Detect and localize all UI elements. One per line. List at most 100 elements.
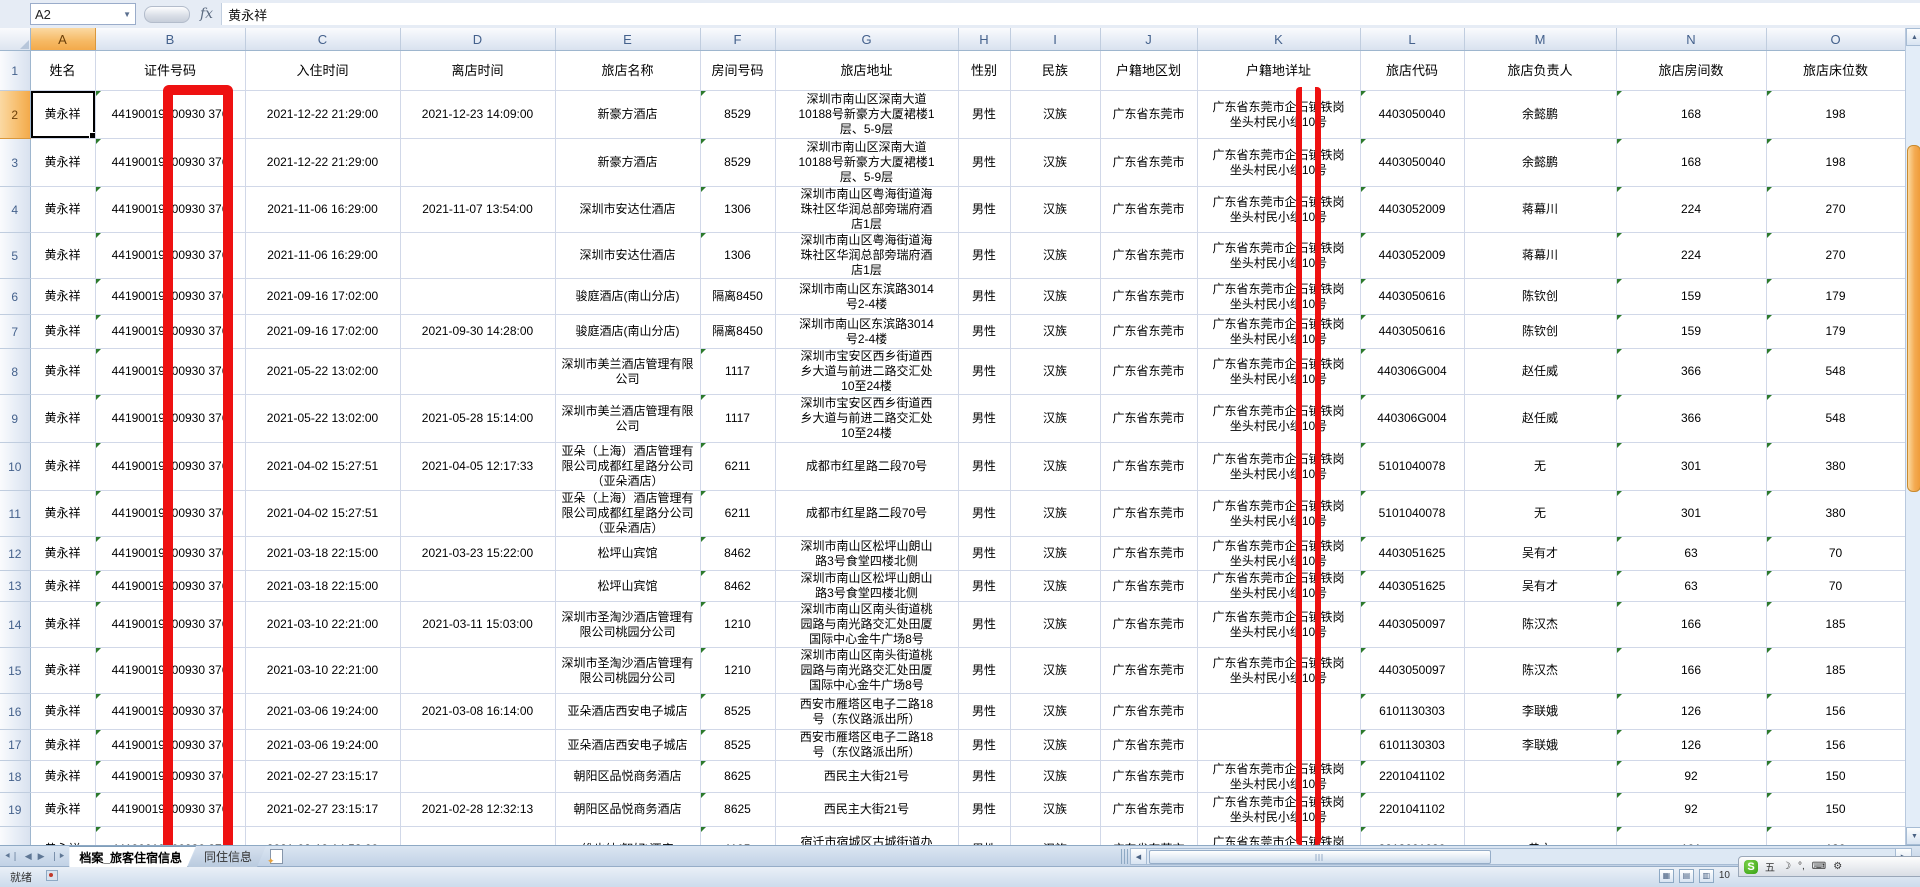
cell-K4[interactable]: 广东省东莞市企石镇铁岗 坐头村民小组10号 <box>1197 186 1361 233</box>
cell-O6[interactable]: 179 <box>1766 278 1906 315</box>
row-header-13[interactable]: 13 <box>0 570 31 602</box>
scroll-up-icon[interactable]: ▲ <box>1906 28 1920 46</box>
cell-N1[interactable]: 旅店房间数 <box>1616 50 1767 91</box>
cell-O14[interactable]: 185 <box>1766 601 1906 648</box>
first-sheet-icon[interactable]: ⯇❘ <box>4 851 19 861</box>
cell-O13[interactable]: 70 <box>1766 570 1906 602</box>
column-header-M[interactable]: M <box>1464 28 1617 51</box>
cell-I19[interactable]: 汉族 <box>1010 792 1101 827</box>
cell-A6[interactable]: 黄永祥 <box>30 278 96 315</box>
cell-N6[interactable]: 159 <box>1616 278 1767 315</box>
cell-C6[interactable]: 2021-09-16 17:02:00 <box>245 278 401 315</box>
cell-J17[interactable]: 广东省东莞市 <box>1100 729 1198 761</box>
cell-K15[interactable]: 广东省东莞市企石镇铁岗 坐头村民小组10号 <box>1197 647 1361 694</box>
cell-E6[interactable]: 骏庭酒店(南山分店) <box>555 278 701 315</box>
cell-I7[interactable]: 汉族 <box>1010 314 1101 349</box>
cell-J4[interactable]: 广东省东莞市 <box>1100 186 1198 233</box>
cell-I20[interactable]: 汉族 <box>1010 826 1101 845</box>
cell-D20[interactable] <box>400 826 556 845</box>
cell-E1[interactable]: 旅店名称 <box>555 50 701 91</box>
cell-E3[interactable]: 新豪方酒店 <box>555 138 701 187</box>
cell-G11[interactable]: 成都市红星路二段70号 <box>775 490 959 537</box>
cell-O4[interactable]: 270 <box>1766 186 1906 233</box>
insert-worksheet-tab[interactable]: ✦ <box>258 846 293 867</box>
column-header-F[interactable]: F <box>700 28 776 51</box>
column-header-K[interactable]: K <box>1197 28 1361 51</box>
cell-O19[interactable]: 150 <box>1766 792 1906 827</box>
cell-B12[interactable]: 44190019900930 376 <box>95 536 246 571</box>
cell-E9[interactable]: 深圳市美兰酒店管理有限 公司 <box>555 394 701 443</box>
cell-M18[interactable] <box>1464 760 1617 793</box>
cell-F19[interactable]: 8625 <box>700 792 776 827</box>
cell-K3[interactable]: 广东省东莞市企石镇铁岗 坐头村民小组10号 <box>1197 138 1361 187</box>
cell-C4[interactable]: 2021-11-06 16:29:00 <box>245 186 401 233</box>
cell-O15[interactable]: 185 <box>1766 647 1906 694</box>
cell-E5[interactable]: 深圳市安达仕酒店 <box>555 232 701 279</box>
ime-punctuation-icon[interactable]: °, <box>1797 861 1805 872</box>
cell-O20[interactable]: 130 <box>1766 826 1906 845</box>
cell-B8[interactable]: 44190019900930 376 <box>95 348 246 395</box>
cell-B16[interactable]: 44190019900930 376 <box>95 693 246 730</box>
cell-B4[interactable]: 44190019900930 376 <box>95 186 246 233</box>
column-header-B[interactable]: B <box>95 28 246 51</box>
cell-E2[interactable]: 新豪方酒店 <box>555 90 701 139</box>
cell-L10[interactable]: 5101040078 <box>1360 442 1465 491</box>
cell-K17[interactable] <box>1197 729 1361 761</box>
cell-B7[interactable]: 44190019900930 376 <box>95 314 246 349</box>
cell-E20[interactable]: 维也纳(智好)酒店 <box>555 826 701 845</box>
cell-L15[interactable]: 4403050097 <box>1360 647 1465 694</box>
cell-F18[interactable]: 8625 <box>700 760 776 793</box>
cell-C8[interactable]: 2021-05-22 13:02:00 <box>245 348 401 395</box>
cell-E16[interactable]: 亚朵酒店西安电子城店 <box>555 693 701 730</box>
cell-I12[interactable]: 汉族 <box>1010 536 1101 571</box>
cell-F11[interactable]: 6211 <box>700 490 776 537</box>
cell-I3[interactable]: 汉族 <box>1010 138 1101 187</box>
cell-H13[interactable]: 男性 <box>958 570 1011 602</box>
cell-H20[interactable]: 男性 <box>958 826 1011 845</box>
horizontal-scrollbar-thumb[interactable] <box>1149 850 1491 864</box>
cell-N10[interactable]: 301 <box>1616 442 1767 491</box>
cell-C19[interactable]: 2021-02-27 23:15:17 <box>245 792 401 827</box>
cell-E14[interactable]: 深圳市圣淘沙酒店管理有 限公司桃园分公司 <box>555 601 701 648</box>
cell-A19[interactable]: 黄永祥 <box>30 792 96 827</box>
cell-C3[interactable]: 2021-12-22 21:29:00 <box>245 138 401 187</box>
cell-K7[interactable]: 广东省东莞市企石镇铁岗 坐头村民小组10号 <box>1197 314 1361 349</box>
cell-N4[interactable]: 224 <box>1616 186 1767 233</box>
column-header-H[interactable]: H <box>958 28 1011 51</box>
cell-G5[interactable]: 深圳市南山区粤海街道海 珠社区华润总部旁瑞府酒 店1层 <box>775 232 959 279</box>
cell-K2[interactable]: 广东省东莞市企石镇铁岗 坐头村民小组10号 <box>1197 90 1361 139</box>
row-header-20[interactable]: 20 <box>0 826 31 845</box>
cell-F13[interactable]: 8462 <box>700 570 776 602</box>
cell-L6[interactable]: 4403050616 <box>1360 278 1465 315</box>
cell-L18[interactable]: 2201041102 <box>1360 760 1465 793</box>
cell-G2[interactable]: 深圳市南山区深南大道 10188号新豪方大厦裙楼1 层、5-9层 <box>775 90 959 139</box>
cell-J14[interactable]: 广东省东莞市 <box>1100 601 1198 648</box>
cell-D12[interactable]: 2021-03-23 15:22:00 <box>400 536 556 571</box>
cell-A20[interactable]: 黄永祥 <box>30 826 96 845</box>
cell-H10[interactable]: 男性 <box>958 442 1011 491</box>
namebox-dropdown-icon[interactable]: ▼ <box>123 9 131 19</box>
cell-F2[interactable]: 8529 <box>700 90 776 139</box>
cell-B2[interactable]: 44190019900930 376 <box>95 90 246 139</box>
cell-D14[interactable]: 2021-03-11 15:03:00 <box>400 601 556 648</box>
cell-O1[interactable]: 旅店床位数 <box>1766 50 1906 91</box>
cell-C17[interactable]: 2021-03-06 19:24:00 <box>245 729 401 761</box>
cell-C1[interactable]: 入住时间 <box>245 50 401 91</box>
cell-I10[interactable]: 汉族 <box>1010 442 1101 491</box>
row-header-7[interactable]: 7 <box>0 314 31 349</box>
cell-L2[interactable]: 4403050040 <box>1360 90 1465 139</box>
cell-F4[interactable]: 1306 <box>700 186 776 233</box>
cell-I6[interactable]: 汉族 <box>1010 278 1101 315</box>
cell-N9[interactable]: 366 <box>1616 394 1767 443</box>
cell-K18[interactable]: 广东省东莞市企石镇铁岗 坐头村民小组10号 <box>1197 760 1361 793</box>
cell-N17[interactable]: 126 <box>1616 729 1767 761</box>
cell-G10[interactable]: 成都市红星路二段70号 <box>775 442 959 491</box>
cell-H14[interactable]: 男性 <box>958 601 1011 648</box>
select-all-corner[interactable] <box>0 28 31 51</box>
cell-M5[interactable]: 蒋幕川 <box>1464 232 1617 279</box>
cell-G17[interactable]: 西安市雁塔区电子二路18 号（东仪路派出所） <box>775 729 959 761</box>
cell-H4[interactable]: 男性 <box>958 186 1011 233</box>
cell-A16[interactable]: 黄永祥 <box>30 693 96 730</box>
cell-H15[interactable]: 男性 <box>958 647 1011 694</box>
cell-G8[interactable]: 深圳市宝安区西乡街道西 乡大道与前进二路交汇处 10至24楼 <box>775 348 959 395</box>
